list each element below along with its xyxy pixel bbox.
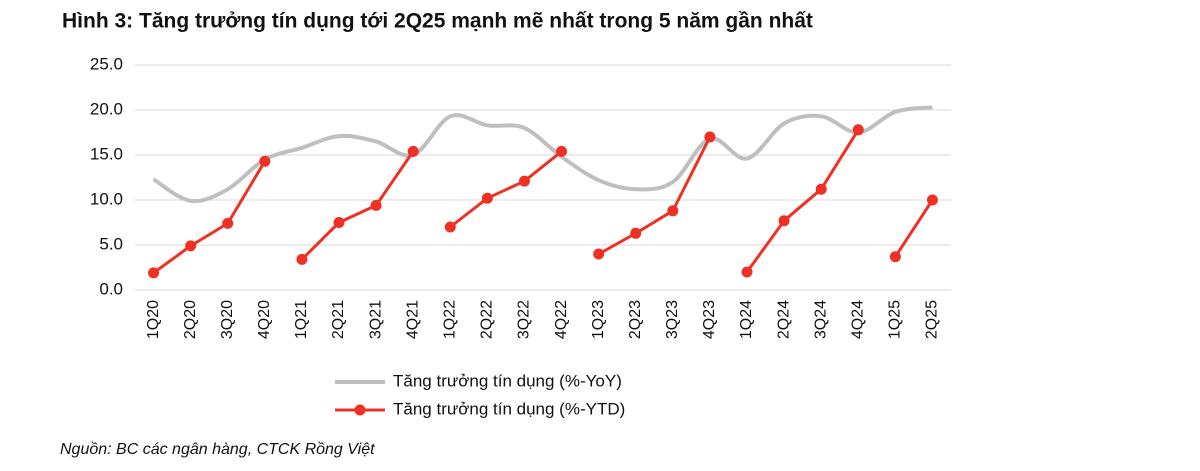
- data-point: [556, 145, 568, 157]
- y-tick-label: 15.0: [90, 144, 123, 163]
- data-point: [148, 267, 160, 279]
- x-tick-label: 1Q23: [590, 300, 607, 339]
- data-point: [185, 240, 197, 252]
- x-tick-label: 2Q23: [627, 300, 644, 339]
- x-tick-label: 3Q21: [367, 300, 384, 339]
- chart-title: Hình 3: Tăng trưởng tín dụng tới 2Q25 mạ…: [62, 10, 813, 33]
- series-line: [449, 150, 563, 229]
- x-tick-label: 2Q25: [924, 300, 941, 339]
- legend-label: Tăng trưởng tín dụng (%-YTD): [393, 399, 625, 418]
- y-tick-label: 20.0: [90, 99, 123, 118]
- data-point: [593, 248, 605, 260]
- data-point: [704, 131, 716, 143]
- x-tick-label: 1Q25: [887, 300, 904, 339]
- data-point: [296, 253, 308, 265]
- x-tick-label: 4Q24: [849, 300, 866, 339]
- x-tick-label: 3Q23: [664, 300, 681, 339]
- y-tick-label: 25.0: [90, 54, 123, 73]
- x-tick-label: 2Q21: [330, 300, 347, 339]
- y-tick-label: 10.0: [90, 189, 123, 208]
- y-tick-label: 0.0: [99, 279, 123, 298]
- data-point: [815, 183, 827, 195]
- data-point: [333, 217, 345, 228]
- x-tick-label: 3Q24: [812, 300, 829, 339]
- x-tick-label: 1Q22: [441, 300, 458, 339]
- data-point: [481, 192, 493, 204]
- x-tick-label: 4Q20: [256, 300, 273, 339]
- data-point: [259, 155, 271, 167]
- x-tick-label: 4Q22: [553, 300, 570, 339]
- series-line: [152, 105, 933, 204]
- x-tick-label: 4Q21: [404, 300, 421, 339]
- data-point: [778, 215, 790, 227]
- data-point: [667, 205, 679, 217]
- x-tick-label: 3Q20: [219, 300, 236, 339]
- series-line: [745, 129, 860, 273]
- x-tick-label: 2Q24: [775, 300, 792, 339]
- source-note: Nguồn: BC các ngân hàng, CTCK Rồng Việt: [60, 441, 375, 458]
- legend-marker: [354, 404, 366, 416]
- data-point: [926, 194, 938, 206]
- x-tick-label: 2Q22: [479, 300, 496, 339]
- x-tick-label: 3Q22: [516, 300, 533, 339]
- x-tick-label: 4Q23: [701, 300, 718, 339]
- x-tick-label: 1Q21: [293, 300, 310, 339]
- data-point: [222, 217, 234, 229]
- series-line: [152, 160, 267, 275]
- series-line: [894, 199, 934, 258]
- y-tick-label: 5.0: [99, 234, 123, 253]
- data-point: [889, 251, 901, 263]
- data-point: [518, 175, 530, 187]
- x-tick-label: 1Q24: [738, 300, 755, 339]
- x-tick-label: 1Q20: [145, 300, 162, 339]
- data-point: [444, 221, 456, 233]
- data-point: [630, 227, 642, 239]
- series-line: [300, 150, 415, 261]
- x-tick-label: 2Q20: [182, 300, 199, 339]
- legend-label: Tăng trưởng tín dụng (%-YoY): [393, 371, 622, 390]
- data-point: [852, 124, 864, 136]
- data-point: [370, 199, 382, 211]
- data-point: [407, 145, 419, 157]
- series-line: [597, 136, 712, 256]
- data-point: [741, 266, 753, 278]
